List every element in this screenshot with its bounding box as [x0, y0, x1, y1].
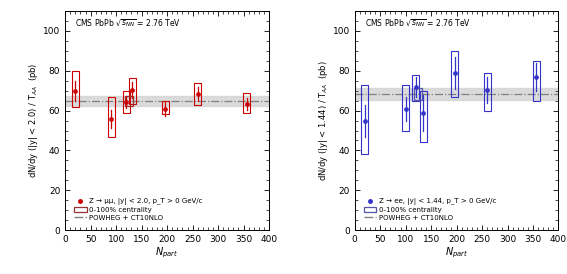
- Bar: [532, 61, 540, 101]
- Bar: [243, 93, 250, 113]
- Bar: [129, 78, 136, 104]
- Bar: [194, 83, 201, 105]
- Bar: [414, 88, 422, 100]
- Bar: [125, 96, 133, 105]
- Bar: [354, 88, 558, 100]
- Bar: [123, 91, 130, 113]
- X-axis label: $N_{part}$: $N_{part}$: [155, 246, 179, 260]
- Text: CMS PbPb $\sqrt{s_{NN}}$ = 2.76 TeV: CMS PbPb $\sqrt{s_{NN}}$ = 2.76 TeV: [365, 18, 471, 29]
- Legend: Z → ee, |y| < 1.44, p_T > 0 GeV/c, 0-100% centrality, POWHEG + CT10NLO: Z → ee, |y| < 1.44, p_T > 0 GeV/c, 0-100…: [362, 197, 498, 222]
- Bar: [72, 71, 79, 107]
- Bar: [65, 96, 269, 105]
- Bar: [420, 91, 427, 142]
- Bar: [402, 85, 409, 130]
- Bar: [484, 73, 490, 111]
- Bar: [162, 101, 168, 114]
- Bar: [108, 97, 115, 136]
- Bar: [361, 85, 369, 155]
- Bar: [451, 51, 458, 97]
- Y-axis label: dN/dy (|y| < 1.44) / T$_{AA}$  (pb): dN/dy (|y| < 1.44) / T$_{AA}$ (pb): [317, 60, 330, 181]
- Y-axis label: dN/dy (|y| < 2.0) / T$_{AA}$  (pb): dN/dy (|y| < 2.0) / T$_{AA}$ (pb): [27, 63, 40, 178]
- Text: CMS PbPb $\sqrt{s_{NN}}$ = 2.76 TeV: CMS PbPb $\sqrt{s_{NN}}$ = 2.76 TeV: [75, 18, 181, 29]
- Legend: Z → μμ, |y| < 2.0, p_T > 0 GeV/c, 0-100% centrality, POWHEG + CT10NLO: Z → μμ, |y| < 2.0, p_T > 0 GeV/c, 0-100%…: [73, 197, 204, 222]
- Bar: [412, 75, 420, 101]
- X-axis label: $N_{part}$: $N_{part}$: [445, 246, 468, 260]
